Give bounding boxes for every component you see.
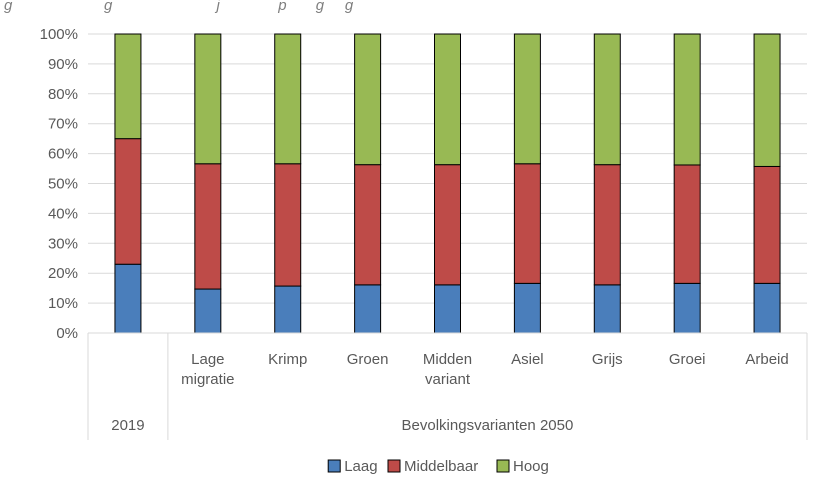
clipped-header-text: g g j p g g (4, 0, 354, 14)
legend-label-laag: Laag (344, 458, 377, 475)
bar-segment-laag (274, 285, 302, 334)
y-tick-label: 30% (48, 235, 78, 252)
x-category-label: variant (425, 371, 471, 388)
y-axis-tick-labels: 0% 10% 20% 30% 40% 50% 60% 70% 80% 90% 100% (40, 26, 78, 342)
x-axis: Lage migratie Krimp Groen Midden variant Asiel… (87, 332, 808, 440)
bar-segment-hoog (114, 33, 142, 140)
bar-segment-laag (354, 284, 382, 334)
bar-segment-laag (513, 282, 541, 334)
x-category-label: Midden (423, 351, 472, 368)
y-tick-label: 10% (48, 295, 78, 312)
x-category-label: Lage (191, 351, 224, 368)
legend-swatch-hoog (496, 459, 510, 473)
y-tick-label: 70% (48, 116, 78, 133)
legend-swatch-laag (327, 459, 341, 473)
x-category-label: Groen (347, 351, 389, 368)
x-category-label: Grijs (592, 351, 623, 368)
y-tick-label: 60% (48, 146, 78, 163)
bar-segment-hoog (354, 33, 382, 166)
y-tick-label: 20% (48, 265, 78, 282)
bar-segment-hoog (673, 33, 701, 166)
legend-label-hoog: Hoog (513, 458, 549, 475)
bar-segment-middelbaar (434, 164, 461, 286)
bar-segment-middelbaar (673, 164, 701, 284)
bar-segment-middelbaar (753, 165, 781, 284)
legend: Laag Middelbaar Hoog (327, 458, 549, 475)
legend-swatch-middelbaar (387, 459, 401, 473)
bar-segment-hoog (593, 33, 621, 166)
y-tick-label: 80% (48, 86, 78, 103)
bar-segment-middelbaar (114, 138, 142, 265)
bar-segment-laag (753, 282, 781, 334)
bar-segment-hoog (274, 33, 302, 165)
bar-segment-middelbaar (274, 163, 302, 287)
bar-segment-middelbaar (593, 164, 621, 286)
x-category-label: Krimp (268, 351, 307, 368)
x-group-label: Bevolkingsvarianten 2050 (402, 417, 574, 434)
bar-segment-laag (673, 282, 701, 334)
bar-segment-laag (434, 284, 461, 334)
x-category-label: migratie (181, 371, 234, 388)
bar-segment-laag (593, 284, 621, 334)
bars (114, 33, 781, 334)
bar-segment-hoog (194, 33, 222, 165)
y-tick-label: 100% (40, 26, 78, 43)
x-group-label: 2019 (111, 417, 144, 434)
bar-segment-hoog (434, 33, 461, 166)
legend-label-middelbaar: Middelbaar (404, 458, 478, 475)
y-tick-label: 90% (48, 56, 78, 73)
bar-segment-laag (194, 288, 222, 334)
y-tick-label: 0% (56, 325, 78, 342)
bar-segment-middelbaar (513, 163, 541, 284)
x-category-label: Arbeid (745, 351, 788, 368)
bar-segment-hoog (753, 33, 781, 167)
bar-segment-hoog (513, 33, 541, 165)
y-tick-label: 40% (48, 205, 78, 222)
x-category-label: Asiel (511, 351, 544, 368)
bar-segment-laag (114, 263, 142, 334)
y-tick-label: 50% (48, 176, 78, 193)
x-category-label: Groei (669, 351, 706, 368)
bar-segment-middelbaar (194, 163, 222, 290)
bar-segment-middelbaar (354, 164, 382, 286)
